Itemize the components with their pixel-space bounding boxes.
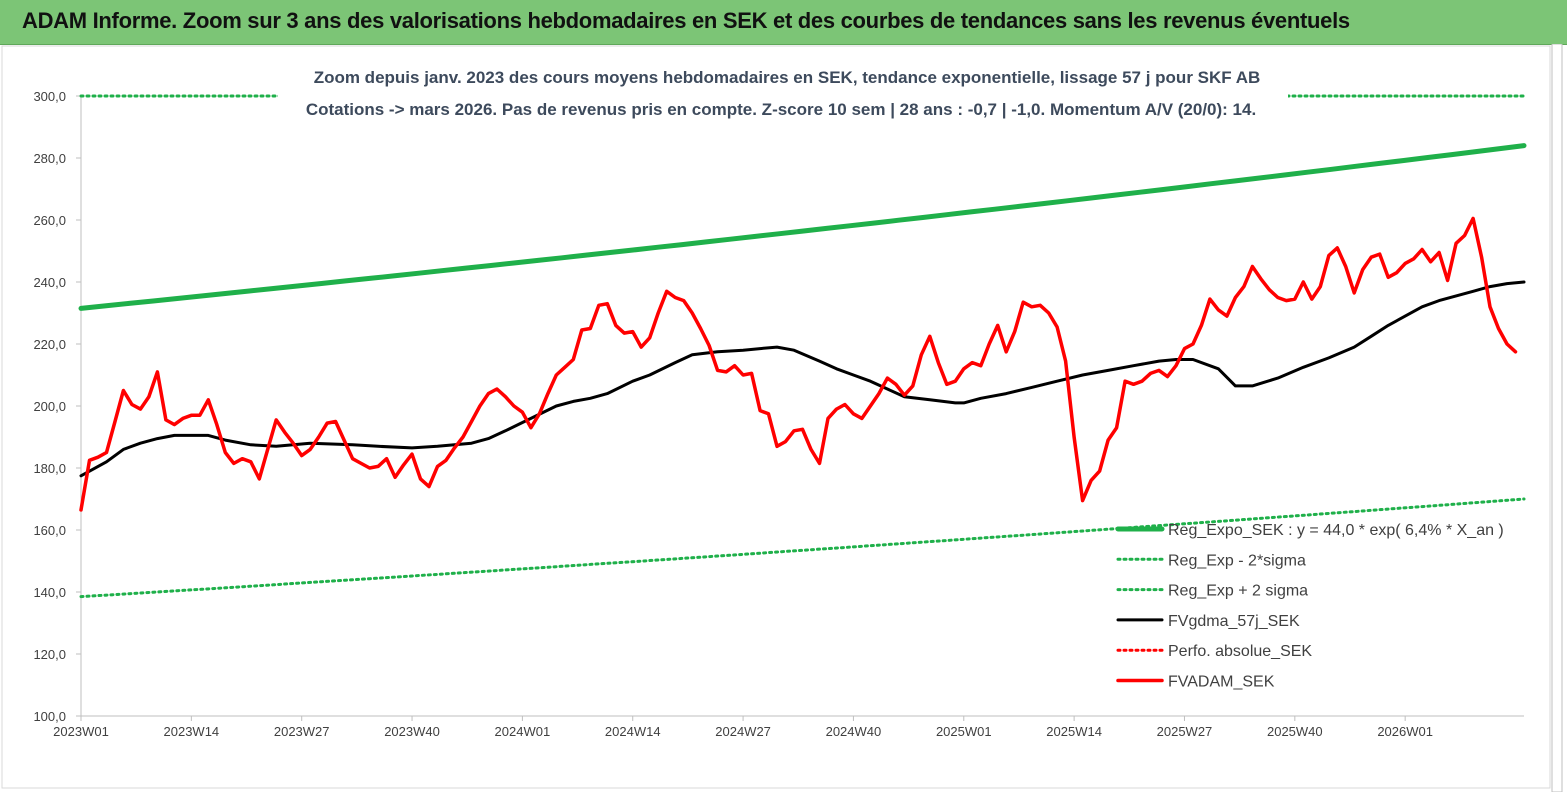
chart-legend: Reg_Expo_SEK : y = 44,0 * exp( 6,4% * X_… [1115, 522, 1504, 691]
legend-label: FVgdma_57j_SEK [1168, 613, 1300, 630]
series-line-1 [79, 497, 1526, 599]
y-tick-label: 120,0 [33, 647, 66, 662]
x-tick-label: 2023W14 [164, 724, 220, 739]
chart-subtitle-line2: Cotations -> mars 2026. Pas de revenus p… [306, 100, 1256, 119]
legend-label: Reg_Exp + 2 sigma [1168, 583, 1308, 600]
y-tick-label: 160,0 [33, 523, 66, 538]
chart-area: 100,0 120,0 140,0 160,0 180,0 200,0 220,0 240,0… [1, 44, 1563, 792]
y-tick-label: 300,0 [33, 89, 66, 104]
scroll-rail [1551, 44, 1563, 792]
x-tick-label: 2025W27 [1157, 724, 1213, 739]
chart-banner: ADAM Informe. Zoom sur 3 ans des valoris… [0, 0, 1567, 45]
y-tick-label: 140,0 [33, 585, 66, 600]
banner-title: ADAM Informe. Zoom sur 3 ans des valoris… [22, 8, 1350, 33]
y-tick-label: 180,0 [33, 461, 66, 476]
series-line-5 [79, 216, 1518, 512]
subtitle-background [278, 60, 1288, 122]
y-tick-label: 240,0 [33, 275, 66, 290]
y-axis: 100,0 120,0 140,0 160,0 180,0 200,0 220,0 240,0… [33, 89, 81, 724]
x-tick-label: 2024W40 [826, 724, 882, 739]
x-tick-label: 2025W40 [1267, 724, 1323, 739]
series-line-3 [79, 280, 1526, 478]
y-tick-label: 280,0 [33, 151, 66, 166]
x-tick-label: 2023W01 [53, 724, 109, 739]
y-tick-label: 220,0 [33, 337, 66, 352]
x-tick-label: 2024W01 [495, 724, 551, 739]
legend-label: Perfo. absolue_SEK [1168, 643, 1312, 660]
x-tick-label: 2024W14 [605, 724, 661, 739]
x-tick-label: 2023W27 [274, 724, 330, 739]
y-tick-label: 260,0 [33, 213, 66, 228]
y-tick-label: 100,0 [33, 709, 66, 724]
legend-label: Reg_Exp - 2*sigma [1168, 552, 1306, 569]
legend-label: Reg_Expo_SEK : y = 44,0 * exp( 6,4% * X_… [1168, 522, 1504, 539]
chart-frame [1, 45, 1551, 789]
chart-subtitle-line1: Zoom depuis janv. 2023 des cours moyens … [314, 68, 1261, 87]
x-tick-label: 2023W40 [384, 724, 440, 739]
x-axis: 2023W01 2023W14 2023W27 2023W40 2024W01 2024W… [53, 716, 1433, 739]
y-tick-label: 200,0 [33, 399, 66, 414]
x-tick-label: 2025W14 [1046, 724, 1102, 739]
x-tick-label: 2025W01 [936, 724, 992, 739]
series-line-0 [78, 143, 1527, 311]
legend-label: FVADAM_SEK [1168, 674, 1275, 691]
x-tick-label: 2026W01 [1377, 724, 1433, 739]
x-tick-label: 2024W27 [715, 724, 771, 739]
